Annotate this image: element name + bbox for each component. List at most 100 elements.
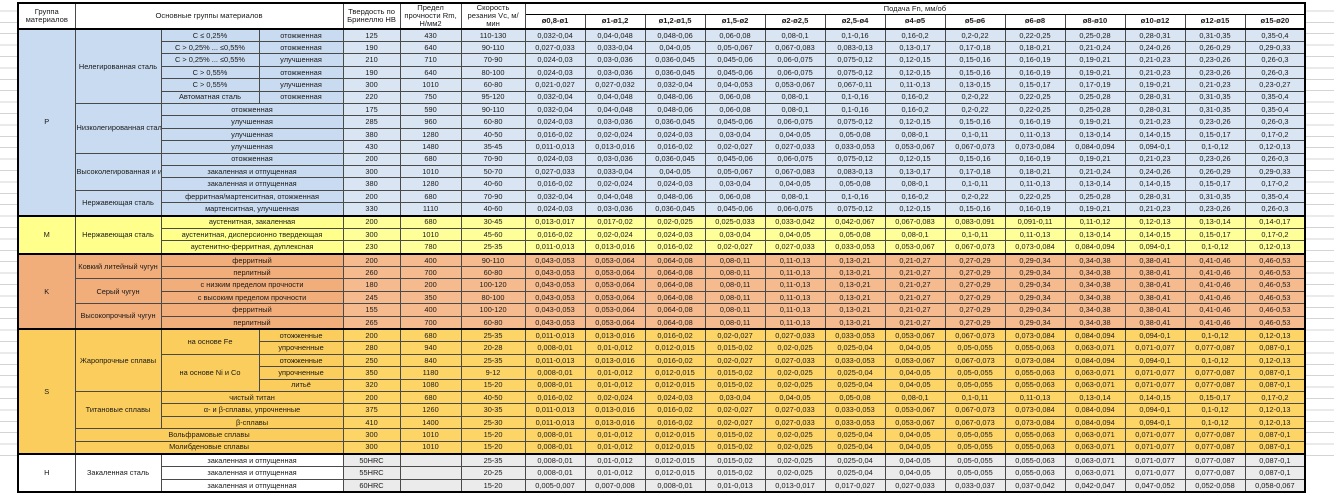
feed-value-cell[interactable]: 0,033-0,053 — [824, 328, 886, 343]
feed-value-cell[interactable]: 0,063-0,071 — [1064, 466, 1126, 480]
feed-value-cell[interactable]: 0,13-0,17 — [884, 164, 946, 179]
feed-value-cell[interactable]: 0,15-0,16 — [944, 152, 1006, 166]
feed-value-cell[interactable]: 0,01-0,012 — [584, 466, 646, 480]
material-label-cell[interactable]: закаленная и отпущенная — [160, 452, 344, 468]
feed-value-cell[interactable]: 0,067-0,073 — [944, 353, 1006, 368]
feed-value-cell[interactable]: 0,13-0,21 — [824, 278, 886, 292]
feed-value-cell[interactable]: 0,053-0,067 — [884, 328, 946, 343]
speed-cell[interactable]: 90-110 — [460, 41, 526, 55]
feed-value-cell[interactable]: 0,35-0,4 — [1244, 27, 1306, 43]
strength-cell[interactable]: 940 — [399, 341, 462, 355]
hardness-cell[interactable]: 210 — [342, 53, 401, 67]
feed-value-cell[interactable]: 0,11-0,13 — [764, 290, 826, 305]
feed-value-cell[interactable]: 0,03-0,036 — [584, 65, 646, 80]
feed-value-cell[interactable]: 0,13-0,17 — [884, 41, 946, 55]
header-hardness[interactable]: Твердость по Бринеллю НВ — [342, 2, 401, 30]
feed-value-cell[interactable]: 0,25-0,28 — [1064, 90, 1126, 105]
feed-value-cell[interactable]: 0,12-0,13 — [1244, 140, 1306, 154]
hardness-cell[interactable]: 220 — [342, 90, 401, 105]
strength-cell[interactable]: 1280 — [399, 127, 462, 142]
feed-value-cell[interactable]: 0,11-0,13 — [1004, 390, 1066, 405]
feed-value-cell[interactable]: 0,08-0,11 — [704, 290, 766, 305]
feed-value-cell[interactable]: 0,094-0,1 — [1124, 328, 1186, 343]
speed-cell[interactable]: 80-100 — [460, 65, 526, 80]
material-label-cell[interactable]: Высокопрочный чугун — [74, 303, 162, 330]
feed-value-cell[interactable]: 0,013-0,016 — [584, 240, 646, 255]
material-label-cell[interactable]: Ковкий литейный чугун — [74, 252, 162, 280]
feed-value-cell[interactable]: 0,043-0,053 — [524, 278, 586, 292]
strength-cell[interactable]: 680 — [399, 189, 462, 204]
feed-value-cell[interactable]: 0,073-0,084 — [1004, 353, 1066, 368]
group-letter-cell[interactable]: M — [17, 214, 76, 255]
feed-value-cell[interactable]: 0,02-0,027 — [704, 415, 766, 430]
feed-value-cell[interactable]: 0,13-0,21 — [824, 315, 886, 330]
material-label-cell[interactable]: С > 0,25% ... ≤0,55% — [160, 41, 260, 55]
feed-value-cell[interactable]: 0,075-0,12 — [824, 53, 886, 67]
feed-value-cell[interactable]: 0,03-0,04 — [704, 177, 766, 191]
strength-cell[interactable]: 1180 — [399, 366, 462, 380]
header-speed[interactable]: Скорость резания Vc, м/мин — [460, 2, 526, 30]
header-strength[interactable]: Предел прочности Rm, Н/мм2 — [399, 2, 462, 30]
feed-value-cell[interactable]: 0,077-0,087 — [1184, 440, 1246, 455]
feed-value-cell[interactable]: 0,027-0,033 — [524, 41, 586, 55]
feed-value-cell[interactable]: 0,032-0,04 — [644, 78, 706, 92]
material-label-cell[interactable]: С > 0,55% — [160, 65, 260, 80]
hardness-cell[interactable]: 180 — [342, 278, 401, 292]
feed-value-cell[interactable]: 0,34-0,38 — [1064, 278, 1126, 292]
feed-value-cell[interactable]: 0,053-0,064 — [584, 290, 646, 305]
feed-value-cell[interactable]: 0,013-0,016 — [584, 415, 646, 430]
material-label-cell[interactable]: перлитный — [160, 315, 344, 330]
feed-value-cell[interactable]: 0,055-0,063 — [1004, 466, 1066, 480]
material-label-cell[interactable]: на основе Ni и Co — [160, 353, 260, 393]
feed-value-cell[interactable]: 0,06-0,08 — [704, 189, 766, 204]
speed-cell[interactable]: 60-80 — [460, 315, 526, 330]
feed-value-cell[interactable]: 0,14-0,15 — [1124, 227, 1186, 242]
feed-value-cell[interactable]: 0,17-0,2 — [1244, 177, 1306, 191]
feed-value-cell[interactable]: 0,094-0,1 — [1124, 240, 1186, 255]
feed-value-cell[interactable]: 0,048-0,06 — [644, 189, 706, 204]
feed-value-cell[interactable]: 0,38-0,41 — [1124, 266, 1186, 280]
feed-value-cell[interactable]: 0,094-0,1 — [1124, 353, 1186, 368]
hardness-cell[interactable]: 330 — [342, 202, 401, 217]
feed-value-cell[interactable]: 0,008-0,01 — [524, 440, 586, 455]
feed-value-cell[interactable]: 0,063-0,071 — [1064, 428, 1126, 442]
feed-value-cell[interactable]: 0,067-0,083 — [764, 41, 826, 55]
feed-value-cell[interactable]: 0,036-0,045 — [644, 115, 706, 129]
feed-value-cell[interactable]: 0,1-0,12 — [1184, 328, 1246, 343]
feed-value-cell[interactable]: 0,01-0,012 — [584, 378, 646, 393]
feed-value-cell[interactable]: 0,042-0,047 — [1064, 478, 1126, 493]
feed-value-cell[interactable]: 0,027-0,033 — [524, 164, 586, 179]
material-label-cell[interactable]: улучшенная — [258, 78, 344, 92]
feed-value-cell[interactable]: 0,011-0,013 — [524, 240, 586, 255]
feed-value-cell[interactable]: 0,012-0,015 — [644, 341, 706, 355]
feed-value-cell[interactable]: 0,12-0,13 — [1244, 240, 1306, 255]
feed-value-cell[interactable]: 0,084-0,094 — [1064, 415, 1126, 430]
feed-value-cell[interactable]: 0,053-0,067 — [884, 403, 946, 417]
feed-value-cell[interactable]: 0,01-0,012 — [584, 452, 646, 468]
feed-value-cell[interactable]: 0,025-0,04 — [824, 440, 886, 455]
feed-value-cell[interactable]: 0,013-0,016 — [584, 403, 646, 417]
feed-value-cell[interactable]: 0,012-0,015 — [644, 452, 706, 468]
feed-value-cell[interactable]: 0,06-0,08 — [704, 27, 766, 43]
feed-value-cell[interactable]: 0,11-0,13 — [764, 252, 826, 268]
feed-value-cell[interactable]: 0,17-0,2 — [1244, 390, 1306, 405]
feed-value-cell[interactable]: 0,08-0,1 — [884, 177, 946, 191]
feed-value-cell[interactable]: 0,045-0,06 — [704, 115, 766, 129]
feed-value-cell[interactable]: 0,024-0,03 — [524, 115, 586, 129]
feed-value-cell[interactable]: 0,063-0,071 — [1064, 366, 1126, 380]
feed-value-cell[interactable]: 0,016-0,02 — [524, 227, 586, 242]
feed-value-cell[interactable]: 0,04-0,048 — [584, 90, 646, 105]
feed-value-cell[interactable]: 0,016-0,02 — [524, 127, 586, 142]
feed-value-cell[interactable]: 0,012-0,015 — [644, 440, 706, 455]
feed-value-cell[interactable]: 0,08-0,1 — [764, 27, 826, 43]
hardness-cell[interactable]: 200 — [342, 152, 401, 166]
feed-value-cell[interactable]: 0,35-0,4 — [1244, 90, 1306, 105]
feed-value-cell[interactable]: 0,04-0,048 — [584, 102, 646, 117]
speed-cell[interactable]: 25-35 — [460, 452, 526, 468]
feed-value-cell[interactable]: 0,19-0,21 — [1064, 53, 1126, 67]
header-main-groups[interactable]: Основные группы материалов — [74, 2, 344, 30]
material-label-cell[interactable]: Нелегированная сталь — [74, 27, 162, 105]
feed-value-cell[interactable]: 0,11-0,13 — [1004, 227, 1066, 242]
feed-value-cell[interactable]: 0,064-0,08 — [644, 315, 706, 330]
feed-value-cell[interactable]: 0,02-0,025 — [644, 214, 706, 229]
